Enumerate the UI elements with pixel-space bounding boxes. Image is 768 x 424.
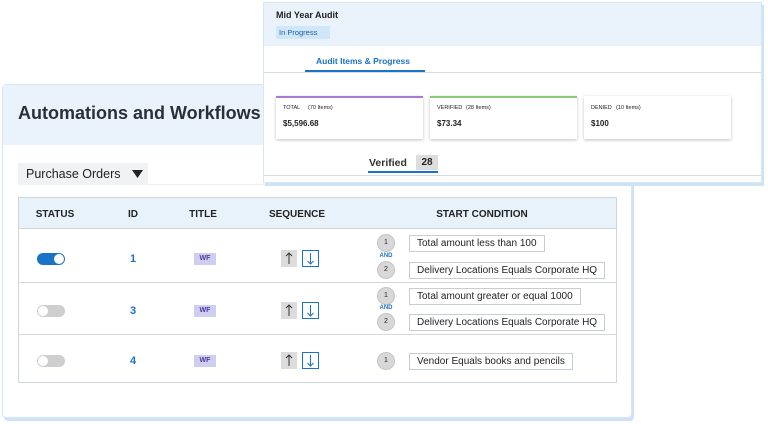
- row-divider: [19, 282, 616, 283]
- title-badge: WF: [194, 305, 216, 317]
- workflow-id[interactable]: 1: [129, 252, 137, 265]
- workflow-id[interactable]: 4: [129, 355, 137, 367]
- column-header: SEQUENCE: [268, 209, 326, 220]
- stat-count: (70 Items): [308, 105, 333, 111]
- condition: Delivery Locations Equals Corporate HQ: [409, 261, 606, 279]
- separator: [264, 175, 761, 176]
- toggle-knob: [54, 253, 64, 264]
- toggle[interactable]: [37, 355, 65, 367]
- table-header: [19, 198, 616, 229]
- row-divider: [19, 334, 616, 335]
- stat-accent: [276, 96, 423, 98]
- stat-value: $73.34: [437, 119, 462, 128]
- audit-title: Mid Year Audit: [276, 10, 339, 20]
- joiner: AND: [379, 305, 393, 311]
- panel-title: Automations and Workflows: [18, 103, 261, 123]
- toggle-knob: [38, 306, 48, 316]
- toggle-knob: [38, 356, 48, 366]
- filter-count: 28: [416, 155, 438, 170]
- arrow-up: [285, 251, 293, 264]
- dropdown[interactable]: Purchase Orders: [18, 163, 148, 185]
- stat-label: DENIED: [591, 105, 612, 111]
- step-number: 1: [377, 287, 395, 305]
- column-header: ID: [128, 209, 138, 220]
- toggle[interactable]: [37, 252, 65, 265]
- condition: Total amount greater or equal 1000: [409, 287, 581, 305]
- move-up[interactable]: [281, 302, 297, 319]
- dropdown-label: Purchase Orders: [26, 167, 121, 181]
- filter-label[interactable]: Verified: [369, 157, 407, 169]
- step-number: 2: [377, 313, 395, 331]
- workflow-id[interactable]: 3: [129, 305, 137, 317]
- condition: Vendor Equals books and pencils: [409, 352, 573, 370]
- stat-count: (10 Items): [616, 105, 641, 111]
- separator: [264, 72, 761, 73]
- arrow-down: [307, 355, 314, 367]
- toggle[interactable]: [37, 305, 65, 317]
- filter-indicator: [368, 171, 438, 173]
- stat-card: [276, 96, 423, 139]
- stat-value: $100: [591, 119, 609, 128]
- column-header: STATUS: [35, 209, 75, 220]
- move-down[interactable]: [302, 302, 319, 319]
- arrow-down: [307, 305, 314, 317]
- stat-accent: [430, 96, 577, 98]
- audit-header: [264, 3, 761, 46]
- stat-label: TOTAL: [283, 105, 301, 111]
- step-number: 1: [377, 234, 395, 252]
- move-up[interactable]: [281, 352, 297, 369]
- step-number: 1: [377, 352, 395, 370]
- dropdown-caret: [132, 170, 143, 178]
- move-down[interactable]: [302, 352, 319, 369]
- stat-card: [430, 96, 577, 139]
- stat-value: $5,596.68: [283, 119, 319, 128]
- condition: Delivery Locations Equals Corporate HQ: [409, 313, 606, 331]
- condition: Total amount less than 100: [409, 234, 545, 252]
- workflow-table: [18, 197, 617, 383]
- arrow-up: [285, 304, 293, 316]
- column-header: START CONDITION: [436, 209, 528, 220]
- dropdown-underline: [148, 163, 288, 185]
- stat-card: [584, 96, 731, 139]
- move-up[interactable]: [281, 249, 297, 267]
- title-badge: WF: [194, 355, 216, 367]
- joiner: AND: [379, 252, 393, 259]
- title-badge: WF: [194, 252, 216, 265]
- step-number: 2: [377, 261, 395, 279]
- stat-count: (28 Items): [466, 105, 491, 111]
- tab[interactable]: Audit Items & Progress: [316, 56, 410, 66]
- stat-accent: [584, 96, 731, 98]
- arrow-down: [307, 252, 314, 265]
- status-badge: In Progress: [276, 26, 330, 39]
- arrow-up: [285, 354, 293, 366]
- stat-label: VERIFIED: [437, 105, 463, 111]
- move-down[interactable]: [302, 249, 319, 267]
- column-header: TITLE: [189, 209, 217, 220]
- tab-indicator: [305, 70, 425, 72]
